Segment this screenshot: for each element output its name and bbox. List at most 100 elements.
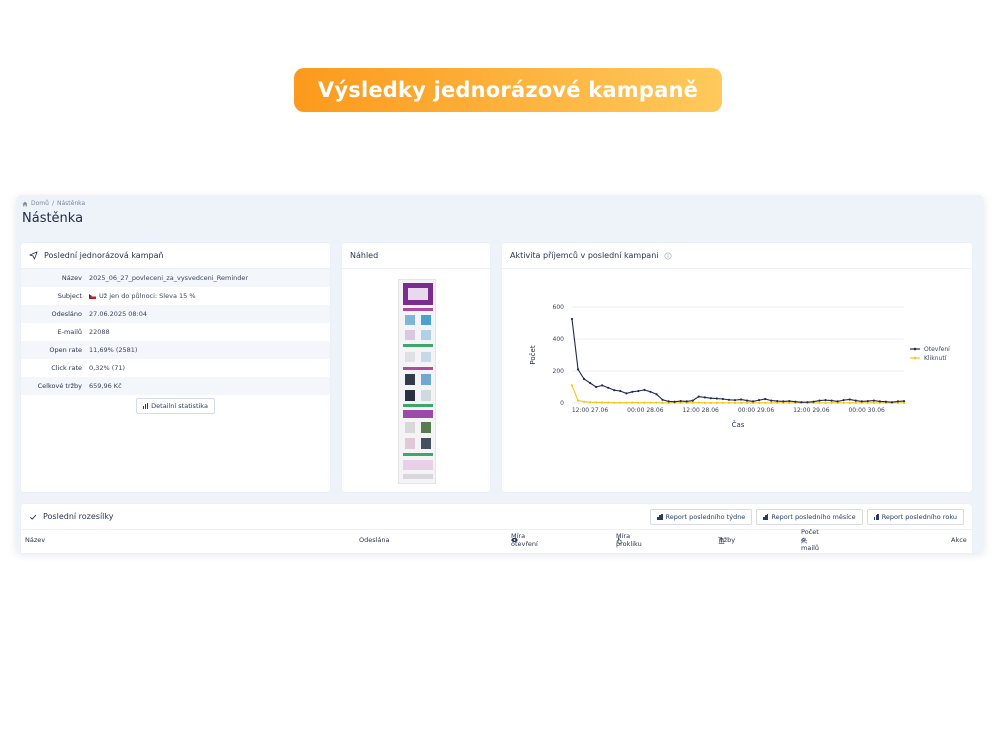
- data-point: [607, 401, 609, 403]
- data-point: [740, 402, 742, 404]
- data-point: [613, 402, 615, 404]
- page-banner: Výsledky jednorázové kampaně: [294, 68, 722, 112]
- activity-chart: 020040060012:00 27.06 00:00 28.06 12:00 28…: [502, 269, 972, 491]
- column-open-rate-label: Míra otevření: [511, 532, 538, 548]
- data-point: [607, 387, 609, 389]
- column-sent[interactable]: Odeslána: [359, 536, 390, 544]
- data-point: [843, 399, 845, 401]
- breadcrumb-separator: /: [52, 200, 54, 207]
- data-point: [595, 386, 597, 388]
- legend-label: Otevření: [924, 346, 950, 353]
- data-point: [722, 402, 724, 404]
- recent-sendouts-header: Poslední rozesílky Report posledního týd…: [21, 504, 972, 530]
- x-tick-label: 12:00 27.06: [572, 407, 609, 414]
- column-name[interactable]: Název: [25, 536, 45, 544]
- data-point: [661, 399, 663, 401]
- detail-value: 22088: [89, 328, 110, 336]
- bar-chart-icon: [763, 514, 768, 520]
- data-point: [698, 396, 700, 398]
- data-point: [655, 393, 657, 395]
- data-point: [692, 400, 694, 402]
- data-point: [734, 399, 736, 401]
- sendouts-table-header: Název Odeslána Míra otevření Míra prokli…: [21, 532, 972, 548]
- bar-chart-icon: [143, 403, 148, 409]
- data-point: [770, 402, 772, 404]
- detail-label: Celkové tržby: [21, 382, 89, 390]
- data-point: [855, 400, 857, 402]
- data-point: [849, 398, 851, 400]
- email-preview-thumbnail[interactable]: [398, 279, 436, 484]
- data-point: [728, 402, 730, 404]
- report-week-label: Report posledního týdne: [666, 513, 746, 521]
- data-point: [806, 401, 808, 403]
- data-point: [764, 398, 766, 400]
- bar-chart-icon: [874, 514, 879, 520]
- data-point: [625, 402, 627, 404]
- data-point: [782, 400, 784, 402]
- data-point: [710, 402, 712, 404]
- data-point: [625, 392, 627, 394]
- detail-label: Odesláno: [21, 310, 89, 318]
- data-point: [643, 389, 645, 391]
- detail-label: Open rate: [21, 346, 89, 354]
- data-point: [619, 390, 621, 392]
- breadcrumb: Domů / Nástěnka: [22, 200, 85, 207]
- data-point: [861, 400, 863, 402]
- data-point: [830, 402, 832, 404]
- data-point: [746, 400, 748, 402]
- data-point: [752, 400, 754, 402]
- bar-chart-icon: [657, 514, 662, 520]
- data-point: [601, 401, 603, 403]
- recent-sendouts-title: Poslední rozesílky: [43, 512, 113, 521]
- campaign-details: Název 2025_06_27_povleceni_za_vysvedceni…: [21, 269, 330, 395]
- last-campaign-header: Poslední jednorázová kampaň: [21, 243, 330, 269]
- data-point: [704, 402, 706, 404]
- column-email-count[interactable]: Počet e-mailů: [801, 537, 807, 544]
- report-year-button[interactable]: Report posledního roku: [867, 509, 964, 525]
- data-point: [873, 402, 875, 404]
- data-point: [577, 368, 579, 370]
- x-tick-label: 00:00 28.06: [627, 407, 664, 414]
- column-open-rate[interactable]: Míra otevření: [511, 537, 518, 543]
- breadcrumb-current: Nástěnka: [57, 200, 85, 207]
- detail-value: 27.06.2025 08:04: [89, 310, 147, 318]
- last-campaign-title: Poslední jednorázová kampaň: [44, 251, 164, 260]
- detail-label: Subject: [21, 292, 89, 300]
- data-point: [686, 400, 688, 402]
- column-revenue[interactable]: Tržby: [718, 537, 725, 544]
- data-point: [692, 402, 694, 404]
- x-tick-label: 00:00 30.06: [848, 407, 885, 414]
- data-point: [891, 401, 893, 403]
- data-point: [903, 400, 905, 402]
- detail-row-revenue: Celkové tržby 659,96 Kč: [21, 377, 330, 395]
- info-icon[interactable]: [664, 252, 672, 260]
- data-point: [776, 400, 778, 402]
- data-point: [655, 402, 657, 404]
- last-campaign-card: Poslední jednorázová kampaň Název 2025_0…: [21, 243, 330, 492]
- dashboard-screenshot: Domů / Nástěnka Nástěnka Poslední jednor…: [16, 195, 984, 553]
- column-click-rate[interactable]: Míra prokliku: [616, 537, 622, 544]
- home-icon[interactable]: [22, 201, 28, 207]
- data-point: [631, 391, 633, 393]
- data-point: [897, 400, 899, 402]
- report-month-button[interactable]: Report posledního měsíce: [756, 509, 862, 525]
- data-point: [583, 401, 585, 403]
- activity-title: Aktivita příjemců v poslední kampani: [510, 251, 658, 260]
- data-point: [873, 400, 875, 402]
- data-point: [571, 318, 573, 320]
- report-week-button[interactable]: Report posledního týdne: [650, 509, 752, 525]
- data-point: [824, 399, 826, 401]
- detail-row-subject: Subject Už jen do půlnoci: Sleva 15 %: [21, 287, 330, 305]
- data-point: [800, 401, 802, 403]
- data-point: [674, 401, 676, 403]
- data-point: [794, 401, 796, 403]
- data-point: [867, 400, 869, 402]
- data-point: [734, 402, 736, 404]
- legend-marker: [914, 357, 917, 360]
- breadcrumb-home[interactable]: Domů: [31, 200, 49, 207]
- data-point: [589, 382, 591, 384]
- data-point: [728, 399, 730, 401]
- detail-row-emails: E-mailů 22088: [21, 323, 330, 341]
- report-year-label: Report posledního roku: [882, 513, 957, 521]
- detail-stats-button[interactable]: Detailní statistika: [136, 398, 215, 414]
